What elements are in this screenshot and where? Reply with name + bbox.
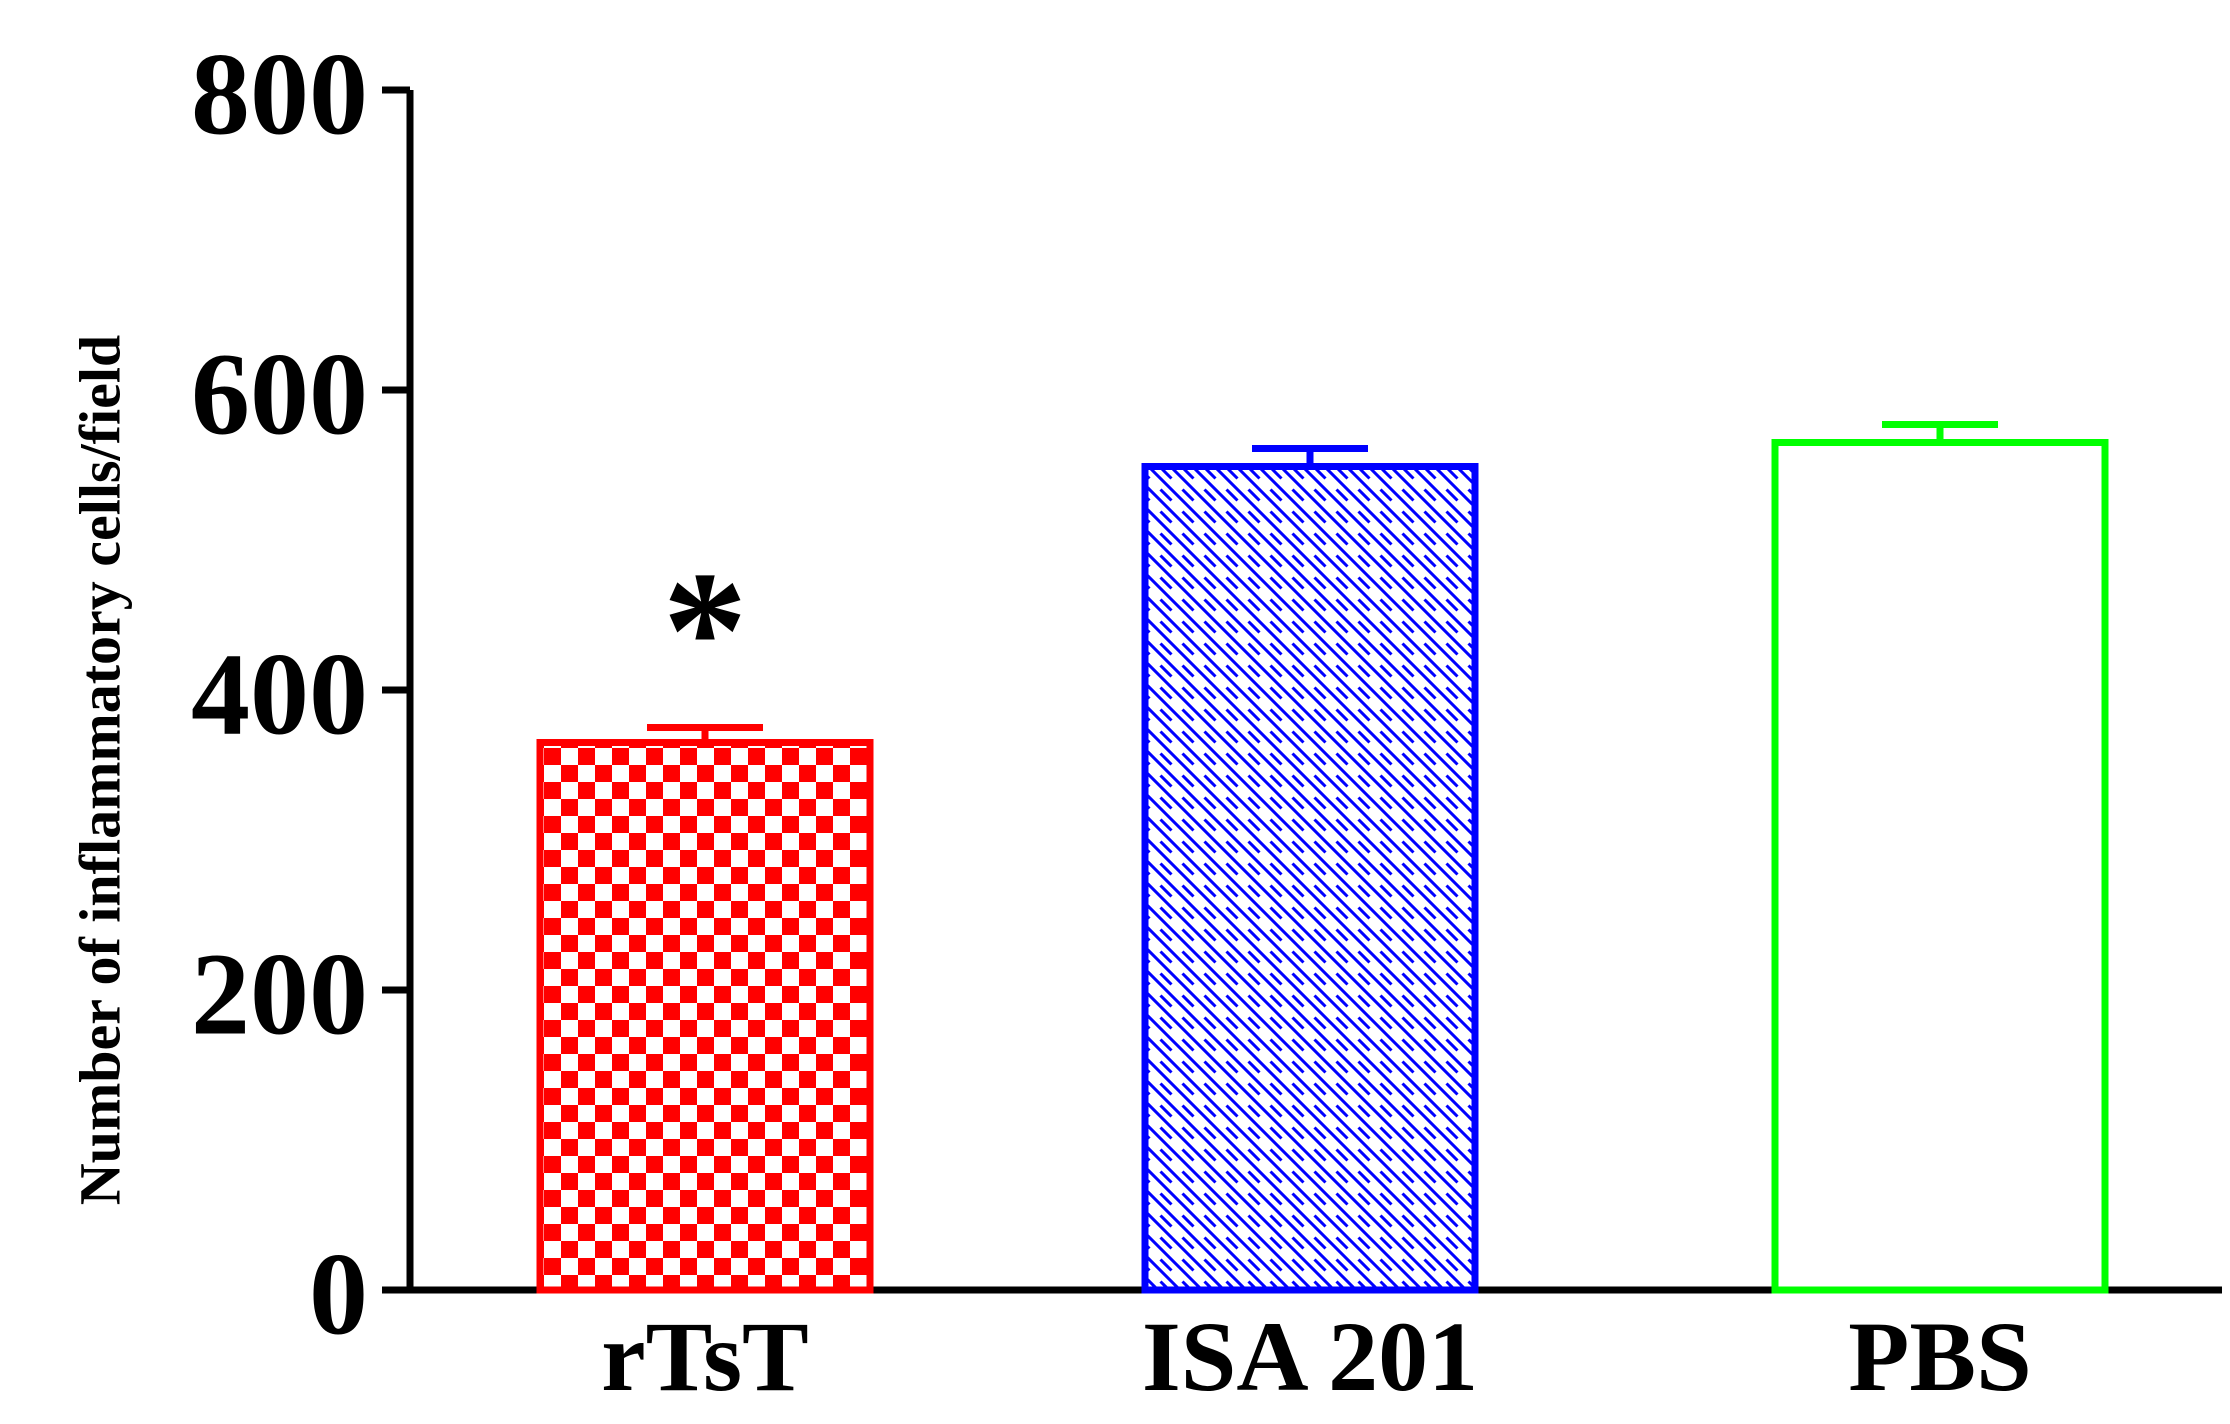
y-tick-label-200: 200 xyxy=(191,929,368,1060)
bar-isa-201 xyxy=(1141,463,1479,1294)
y-tick-label-400: 400 xyxy=(191,629,368,760)
category-label-rtst: rTsT xyxy=(601,1301,809,1412)
error-bars-group xyxy=(647,421,1998,743)
y-tick-label-800: 800 xyxy=(191,29,368,160)
y-tick-label-600: 600 xyxy=(191,329,368,460)
category-label-isa-201: ISA 201 xyxy=(1142,1301,1478,1412)
y-axis-title: Number of inflammatory cells/field xyxy=(68,335,133,1205)
bar-pbs xyxy=(1771,439,2109,1294)
bars-group xyxy=(536,439,2109,1294)
bar-rtst xyxy=(536,739,874,1294)
y-tick-label-0: 0 xyxy=(309,1229,368,1360)
y-axis: 0 200 400 600 800 xyxy=(191,29,414,1360)
y-axis-title-group: Number of inflammatory cells/field xyxy=(68,335,133,1205)
significance-asterisk: * xyxy=(663,537,748,725)
category-labels-group: rTsT ISA 201 PBS xyxy=(601,1301,2031,1412)
annotations-group: * xyxy=(663,537,748,725)
category-label-pbs: PBS xyxy=(1848,1301,2031,1412)
